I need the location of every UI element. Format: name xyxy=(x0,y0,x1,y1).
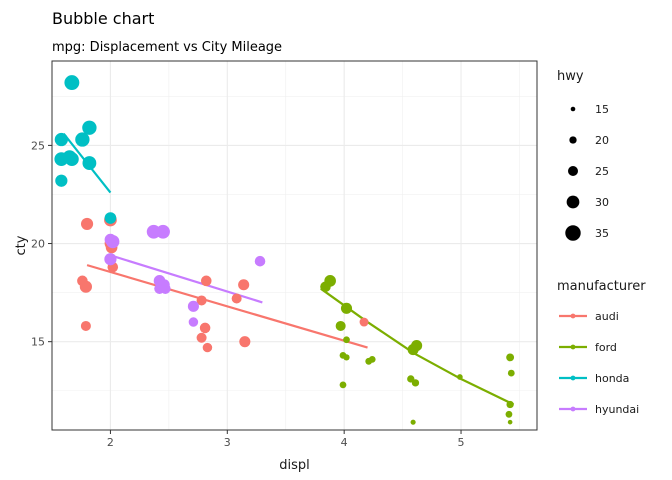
point-hyundai xyxy=(187,300,199,312)
plot-panel xyxy=(52,61,537,430)
y-tick-label: 20 xyxy=(31,238,45,251)
color-legend-label-honda: honda xyxy=(595,372,629,385)
color-legend-label-ford: ford xyxy=(595,341,617,354)
size-legend-label: 30 xyxy=(595,196,609,209)
point-hyundai xyxy=(254,255,266,267)
point-audi xyxy=(80,217,94,230)
point-hyundai xyxy=(106,234,120,249)
point-ford xyxy=(457,374,463,380)
size-legend-key xyxy=(565,225,581,241)
point-hyundai xyxy=(160,283,171,294)
y-tick-label: 15 xyxy=(31,336,45,349)
point-honda xyxy=(62,150,77,165)
point-audi xyxy=(239,336,251,348)
chart-title: Bubble chart xyxy=(52,9,154,28)
size-legend-key xyxy=(569,136,577,144)
point-ford xyxy=(507,369,515,377)
color-legend-dot-ford xyxy=(570,344,576,350)
color-legend-title: manufacturer xyxy=(557,279,646,294)
point-audi xyxy=(196,332,207,343)
color-legend-label-audi: audi xyxy=(595,310,619,323)
color-legend-dot-audi xyxy=(570,313,576,319)
point-audi xyxy=(199,322,211,334)
point-ford xyxy=(411,379,420,387)
size-legend-label: 25 xyxy=(595,165,609,178)
x-tick-label: 3 xyxy=(224,436,231,449)
size-legend-label: 35 xyxy=(595,227,609,240)
point-ford xyxy=(507,419,513,425)
point-audi xyxy=(202,342,213,353)
x-tick-label: 5 xyxy=(458,436,465,449)
size-legend-label: 20 xyxy=(595,134,609,147)
point-audi xyxy=(231,293,242,304)
point-audi xyxy=(359,317,369,327)
point-audi xyxy=(77,275,88,287)
size-legend-title: hwy xyxy=(557,69,584,84)
point-audi xyxy=(238,279,250,291)
point-ford xyxy=(506,353,515,362)
point-ford xyxy=(410,419,416,425)
x-tick-label: 4 xyxy=(341,436,348,449)
grid-lines xyxy=(51,61,537,430)
point-hyundai xyxy=(156,224,170,239)
point-audi xyxy=(80,320,91,331)
point-hyundai xyxy=(188,317,199,327)
color-legend-label-hyundai: hyundai xyxy=(595,403,639,416)
color-legend-dot-honda xyxy=(570,375,576,381)
y-tick-label: 25 xyxy=(31,139,45,152)
size-legend-label: 15 xyxy=(595,103,609,116)
size-legend-key xyxy=(570,106,576,112)
point-ford xyxy=(324,275,336,287)
point-honda xyxy=(64,75,80,91)
plot-panel-border xyxy=(51,60,538,431)
data-points xyxy=(54,75,515,425)
color-legend: manufacturer audi ford honda hyundai xyxy=(557,279,646,416)
point-honda xyxy=(82,120,97,135)
point-ford xyxy=(411,340,423,352)
size-legend-key xyxy=(567,165,579,177)
size-legend: hwy 15 20 25 30 35 xyxy=(557,69,609,241)
point-ford xyxy=(505,410,513,418)
x-axis-title: displ xyxy=(279,458,310,473)
point-honda xyxy=(82,156,97,170)
point-honda xyxy=(75,132,90,147)
trend-line-audi xyxy=(86,264,368,349)
size-legend-key xyxy=(566,195,580,209)
point-honda xyxy=(55,174,68,187)
point-audi xyxy=(200,275,212,287)
x-tick-label: 2 xyxy=(107,436,114,449)
point-ford xyxy=(343,354,350,361)
y-axis-title: cty xyxy=(14,235,29,255)
point-ford xyxy=(506,400,514,409)
chart-subtitle: mpg: Displacement vs City Mileage xyxy=(52,40,282,55)
point-audi xyxy=(196,295,207,306)
axes: 2 3 4 5 15 20 25 xyxy=(31,139,465,449)
point-ford xyxy=(343,336,350,344)
point-ford xyxy=(339,381,347,389)
point-hyundai xyxy=(104,253,117,266)
point-ford xyxy=(340,302,353,314)
point-ford xyxy=(368,355,376,363)
point-ford xyxy=(335,320,346,331)
color-legend-dot-hyundai xyxy=(570,406,576,412)
point-honda xyxy=(54,132,68,147)
point-honda xyxy=(104,212,117,224)
